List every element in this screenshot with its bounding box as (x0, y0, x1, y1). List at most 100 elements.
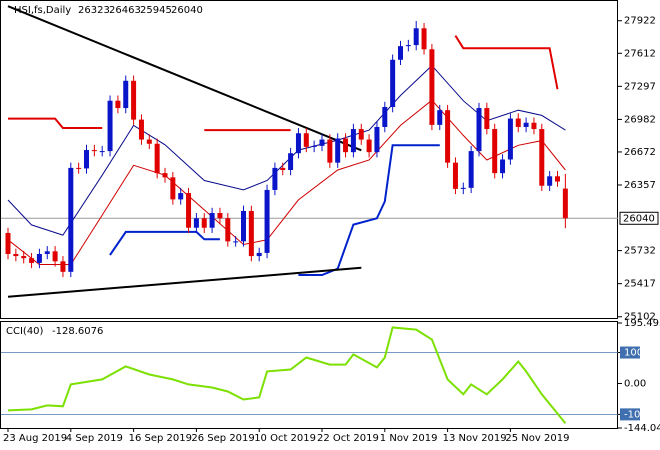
candle-body (280, 167, 286, 170)
candle-body (225, 218, 231, 242)
candle-body (327, 139, 333, 163)
ohlc-open: 26323 (78, 5, 110, 16)
candle-body (288, 153, 294, 170)
candle-body (319, 139, 325, 146)
candle-body (21, 256, 27, 259)
candle-body (29, 258, 35, 263)
candle-body (335, 138, 341, 163)
candle-body (162, 173, 168, 178)
indicator-line (7, 266, 362, 298)
candle-body (390, 59, 396, 108)
candle-body (515, 118, 521, 127)
candle-body (382, 107, 388, 127)
chart-title: HSI,fs,Daily (14, 5, 71, 16)
candle-body (562, 188, 568, 219)
candle-body (201, 218, 207, 228)
candle-body (84, 150, 89, 169)
x-tick-label: 26 Sep 2019 (191, 433, 254, 444)
candle-body (115, 100, 121, 109)
indicator-line (8, 117, 103, 129)
x-tick-label: 4 Sep 2019 (66, 433, 123, 444)
candle-body (547, 176, 553, 186)
candle-body (13, 253, 19, 257)
candle-body (507, 118, 513, 160)
candle-body (366, 139, 372, 153)
candle-body (500, 159, 506, 174)
candle-body (413, 28, 419, 46)
candle-body (350, 129, 356, 153)
candle-body (429, 49, 435, 125)
x-tick-label: 1 Nov 2019 (380, 433, 438, 444)
candle-body (531, 122, 537, 130)
y-tick-label: 27297 (624, 81, 656, 92)
y-tick-label: 27922 (624, 16, 656, 27)
candle-body (476, 108, 482, 152)
x-tick-label: 10 Oct 2019 (254, 433, 316, 444)
ohlc-close: 26040 (171, 5, 203, 16)
ohlc-low: 25945 (140, 5, 172, 16)
indicator-line (7, 99, 566, 265)
candle-body (178, 193, 184, 200)
x-tick-label: 23 Aug 2019 (3, 433, 67, 444)
y-tick-label: -100 (624, 409, 647, 420)
x-tick-label: 25 Nov 2019 (505, 433, 569, 444)
candle-body (107, 100, 113, 152)
candle-body (5, 232, 11, 254)
candle-body (343, 138, 349, 153)
candle-body (209, 213, 215, 228)
candle-body (256, 252, 262, 257)
candle-body (60, 261, 66, 272)
candle-body (295, 133, 301, 154)
candle-body (248, 210, 254, 257)
candle-body (398, 46, 403, 60)
candle-body (484, 108, 490, 130)
candle-body (452, 162, 458, 189)
candle-body (52, 251, 58, 262)
indicator-line (7, 326, 567, 424)
candle-body (460, 187, 466, 189)
candle-body (123, 80, 129, 109)
level-box (620, 346, 640, 359)
candle-body (154, 143, 160, 174)
y-tick-label: 26357 (624, 180, 656, 191)
candle-body (539, 129, 545, 186)
y-tick-label: 26672 (624, 147, 656, 158)
candle-body (405, 45, 411, 47)
candle-body (131, 80, 137, 120)
candle-body (272, 167, 278, 190)
y-tick-label: 195.4934 (624, 318, 660, 329)
y-tick-label: 0.00 (624, 378, 646, 389)
candle-body (374, 126, 380, 153)
candle-body (311, 145, 317, 147)
candle-body (146, 139, 152, 144)
y-tick-label: -144.041 (624, 423, 660, 434)
candle-body (170, 177, 176, 200)
candle-body (421, 28, 427, 50)
candle-body (193, 218, 199, 228)
y-tick-label: 100 (624, 348, 643, 359)
candle-body (36, 253, 42, 263)
candle-body (492, 129, 498, 174)
plot-layer (1, 5, 618, 424)
current-price-box (619, 211, 659, 225)
cci-title: CCI(40) (6, 326, 44, 337)
candle-body (241, 210, 246, 242)
x-tick-label: 13 Nov 2019 (443, 433, 507, 444)
candle-body (68, 167, 74, 272)
candle-body (76, 167, 82, 169)
y-tick-label: 27612 (624, 48, 656, 59)
candle-body (437, 110, 443, 125)
y-tick-label: 25102 (624, 312, 656, 323)
cci-panel (0, 321, 618, 429)
indicator-line (454, 35, 559, 90)
candle-body (468, 151, 474, 188)
y-tick-label: 25417 (624, 279, 656, 290)
candle-body (303, 133, 309, 147)
indicator-line (7, 5, 362, 152)
y-tick-label: 25732 (624, 246, 656, 257)
candle-body (264, 189, 270, 253)
indicator-line (298, 144, 440, 276)
candle-body (233, 241, 239, 243)
candle-body (44, 251, 50, 254)
